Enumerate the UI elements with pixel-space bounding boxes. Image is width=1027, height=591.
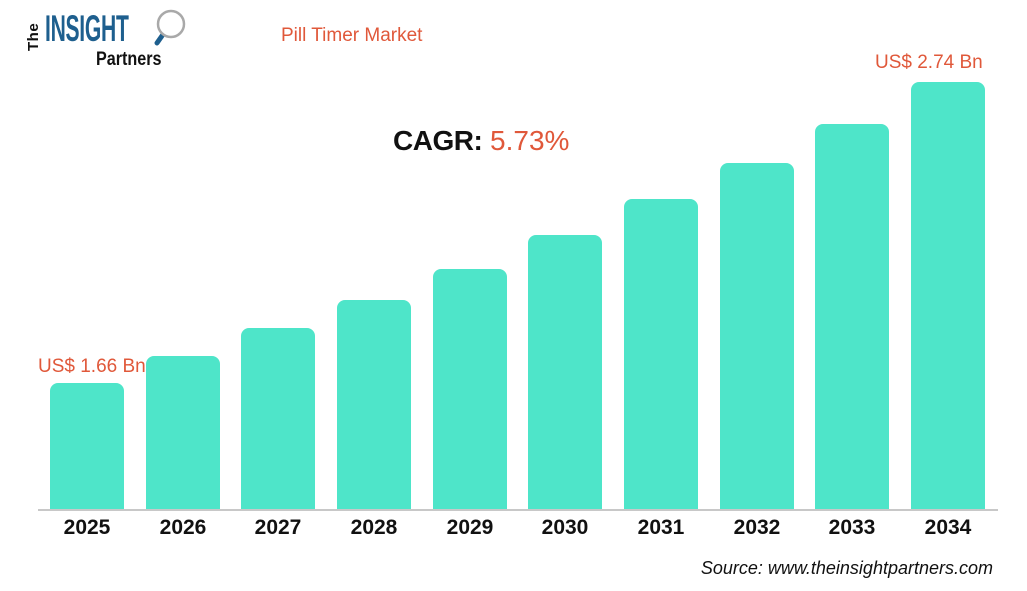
x-axis-label-2031: 2031 [637, 516, 685, 539]
x-axis-label-2030: 2030 [541, 516, 589, 539]
x-axis-label-2027: 2027 [254, 516, 302, 539]
chart-title: Pill Timer Market [281, 25, 423, 46]
logo-partners-text: Partners [96, 49, 162, 70]
cagr-label: CAGR: [393, 125, 483, 156]
magnifier-icon [154, 9, 186, 46]
x-axis-line [38, 509, 998, 511]
cagr-annotation: CAGR: 5.73% [393, 125, 570, 157]
bar-2033 [815, 124, 889, 509]
x-axis-label-2026: 2026 [159, 516, 207, 539]
bar-2031 [624, 199, 698, 509]
bar-2029 [433, 269, 507, 509]
bar-2030 [528, 235, 602, 509]
x-axis-label-2025: 2025 [63, 516, 111, 539]
x-axis-label-2033: 2033 [828, 516, 876, 539]
bar-2025 [50, 383, 124, 509]
cagr-value: 5.73% [490, 125, 570, 156]
x-axis-label-2029: 2029 [446, 516, 494, 539]
brand-logo: The INSIGHT Partners [25, 9, 188, 76]
x-axis-label-2034: 2034 [924, 516, 972, 539]
bar-2034 [911, 82, 985, 509]
bar-2027 [241, 328, 315, 509]
source-text: Source: www.theinsightpartners.com [700, 558, 993, 578]
first-bar-value-label: US$ 1.66 Bn [38, 356, 146, 377]
bar-2026 [146, 356, 220, 509]
last-bar-value-label: US$ 2.74 Bn [875, 52, 983, 73]
x-axis-label-2028: 2028 [350, 516, 398, 539]
logo-insight-text: INSIGHT [45, 8, 129, 49]
bar-2028 [337, 300, 411, 509]
x-axis-label-2032: 2032 [733, 516, 781, 539]
bar-2032 [720, 163, 794, 509]
